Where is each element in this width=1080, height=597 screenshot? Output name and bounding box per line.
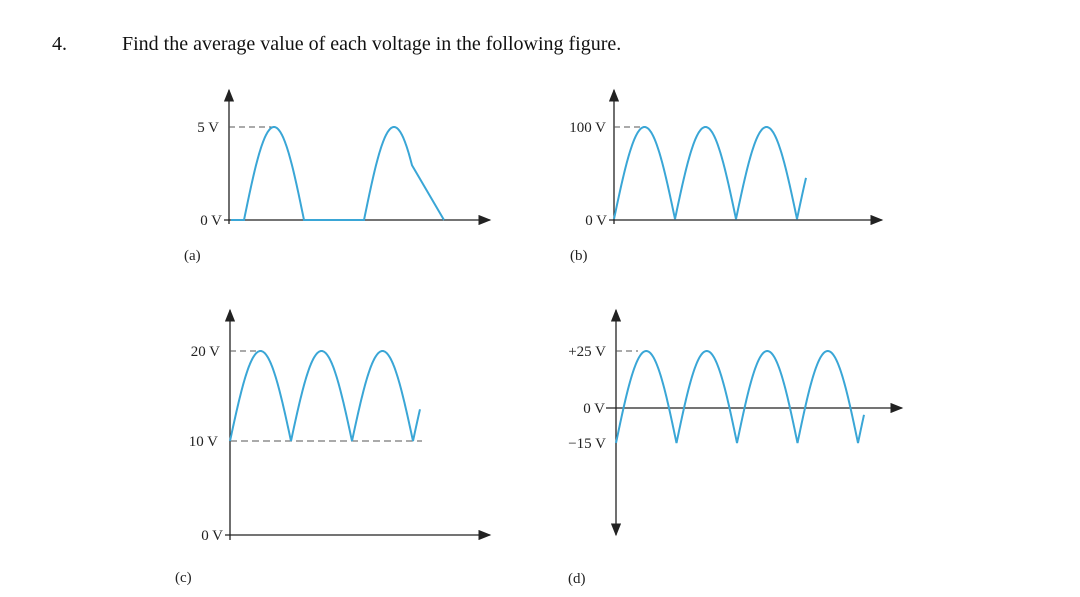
label-plus25v: +25 V [568,344,606,360]
label-minus15v: −15 V [568,436,606,452]
caption-a: (a) [184,248,201,264]
figure-c: 20 V 10 V 0 V (c) [175,308,492,586]
question-number: 4. [52,33,67,55]
figure-d: +25 V 0 V −15 V (d) [568,308,904,587]
label-0v: 0 V [583,401,605,417]
label-100v: 100 V [569,120,606,136]
caption-c: (c) [175,570,192,586]
caption-b: (b) [570,248,588,264]
label-20v: 20 V [191,344,220,360]
caption-d: (d) [568,571,586,587]
waveform-a [231,126,445,221]
figure-a: 5 V 0 V (a) [184,88,492,264]
label-5v: 5 V [197,120,219,136]
label-0v: 0 V [200,213,222,229]
waveform-d [615,350,865,444]
question-text: Find the average value of each voltage i… [122,33,622,55]
label-10v: 10 V [189,434,218,450]
figure-b: 100 V 0 V (b) [569,88,884,264]
label-0v: 0 V [585,213,607,229]
waveform-c [229,350,421,442]
waveform-b [613,126,807,220]
label-0v: 0 V [201,528,223,544]
